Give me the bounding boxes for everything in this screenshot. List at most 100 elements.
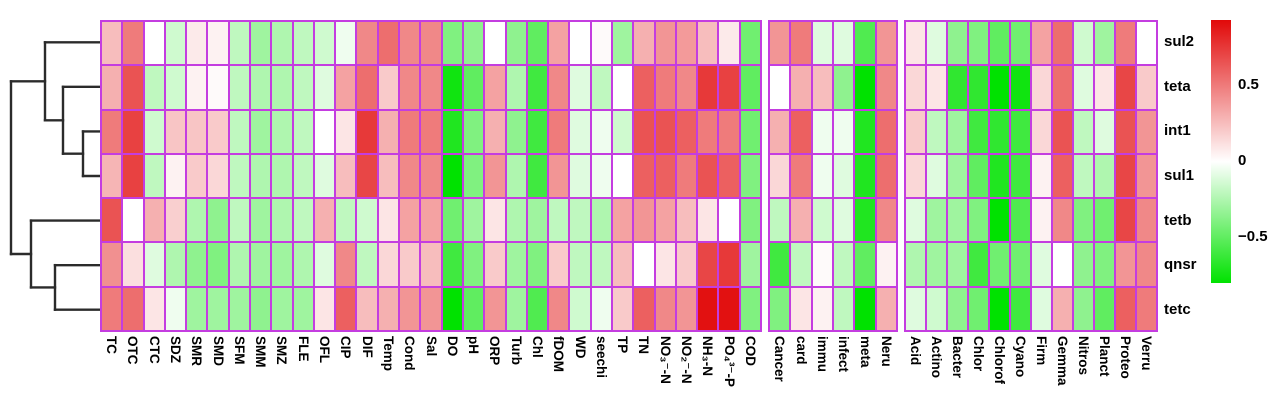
heatmap-cell <box>102 243 122 286</box>
column-label: SMM <box>253 336 269 368</box>
heatmap-cell <box>293 243 313 286</box>
heatmap-cell <box>969 22 988 65</box>
heatmap-cell <box>969 154 988 198</box>
heatmap-cell <box>251 243 271 286</box>
heatmap-cell <box>506 22 526 65</box>
heatmap-cell <box>1011 22 1030 65</box>
heatmap-cell <box>378 154 399 198</box>
heatmap-cell <box>229 243 250 286</box>
heatmap-cell <box>144 66 164 109</box>
heatmap-cell <box>187 154 207 198</box>
heatmap-cell <box>357 154 377 198</box>
heatmap-cell <box>855 66 875 109</box>
heatmap-cell <box>1137 22 1156 65</box>
heatmap-cell <box>570 66 590 109</box>
heatmap-cell <box>144 243 164 286</box>
heatmap-cell <box>506 110 526 153</box>
heatmap-cell <box>506 199 526 242</box>
heatmap-cell <box>948 66 967 109</box>
heatmap-cell <box>1011 199 1030 242</box>
heatmap-cell <box>990 287 1009 330</box>
heatmap-cell <box>927 199 946 242</box>
heatmap-cell <box>208 22 228 65</box>
column-label: immu <box>814 336 830 373</box>
heatmap-cell <box>229 154 250 198</box>
heatmap-cell <box>336 243 356 286</box>
column-label: ORP <box>487 336 503 366</box>
heatmap-cell <box>1095 110 1114 153</box>
heatmap-cell <box>421 199 441 242</box>
heatmap-cell <box>314 199 335 242</box>
heatmap-cell <box>421 110 441 153</box>
heatmap-cell <box>634 22 654 65</box>
heatmap-cell <box>144 110 164 153</box>
heatmap-cell <box>834 22 854 65</box>
heatmap-cell <box>421 154 441 198</box>
heatmap-cell <box>791 199 811 242</box>
heatmap-cell <box>676 243 697 286</box>
heatmap-cell <box>698 22 718 65</box>
heatmap-cell <box>969 287 988 330</box>
legend-tick-label: 0 <box>1238 152 1247 170</box>
heatmap-cell <box>123 66 143 109</box>
heatmap-cell <box>314 243 335 286</box>
heatmap-cell <box>655 110 675 153</box>
heatmap-cell <box>187 199 207 242</box>
heatmap-cell <box>812 154 832 198</box>
column-label: TC <box>104 336 120 354</box>
column-label: SDZ <box>168 336 184 363</box>
column-label: COD <box>742 336 758 366</box>
heatmap-cell <box>485 110 505 153</box>
column-label: FLE <box>295 336 311 362</box>
column-label: Nitros <box>1076 336 1091 376</box>
column-label: OFL <box>317 336 333 363</box>
heatmap-cell <box>208 66 228 109</box>
heatmap-cell <box>1032 287 1051 330</box>
row-label-qnsr: qnsr <box>1164 256 1197 274</box>
heatmap-cell <box>676 22 697 65</box>
heatmap-cell <box>1053 110 1072 153</box>
heatmap-cell <box>293 154 313 198</box>
heatmap-cell <box>570 199 590 242</box>
heatmap-cell <box>357 243 377 286</box>
heatmap-cell <box>1095 154 1114 198</box>
heatmap-cell <box>1032 154 1051 198</box>
heatmap-cell <box>251 199 271 242</box>
heatmap-cell <box>421 287 441 330</box>
heatmap-cell <box>144 154 164 198</box>
heatmap-block-disease-categories <box>768 20 898 332</box>
column-label: SMZ <box>274 336 290 365</box>
heatmap-cell <box>165 199 186 242</box>
heatmap-cell <box>791 243 811 286</box>
heatmap-cell <box>102 66 122 109</box>
column-label: Cond <box>402 336 418 371</box>
heatmap-cell <box>812 243 832 286</box>
heatmap-cell <box>740 66 760 109</box>
heatmap-cell <box>676 110 697 153</box>
heatmap-cell <box>591 22 611 65</box>
heatmap-cell <box>876 22 896 65</box>
heatmap-cell <box>698 66 718 109</box>
column-label: Verru <box>1139 336 1154 371</box>
heatmap-cell <box>770 154 790 198</box>
heatmap-cell <box>208 199 228 242</box>
heatmap-cell <box>876 287 896 330</box>
heatmap-cell <box>463 154 484 198</box>
heatmap-cell <box>834 287 854 330</box>
heatmap-cell <box>791 110 811 153</box>
heatmap-cell <box>400 243 420 286</box>
heatmap-cell <box>314 287 335 330</box>
heatmap-cell <box>442 66 462 109</box>
heatmap-cell <box>990 110 1009 153</box>
heatmap-cell <box>549 154 569 198</box>
heatmap-cell <box>229 110 250 153</box>
heatmap-cell <box>634 110 654 153</box>
heatmap-cell <box>1011 110 1030 153</box>
heatmap-cell <box>655 243 675 286</box>
heatmap-cell <box>442 110 462 153</box>
heatmap-cell <box>1095 66 1114 109</box>
heatmap-cell <box>834 154 854 198</box>
heatmap-cell <box>719 22 739 65</box>
heatmap-cell <box>591 154 611 198</box>
heatmap-cell <box>770 110 790 153</box>
